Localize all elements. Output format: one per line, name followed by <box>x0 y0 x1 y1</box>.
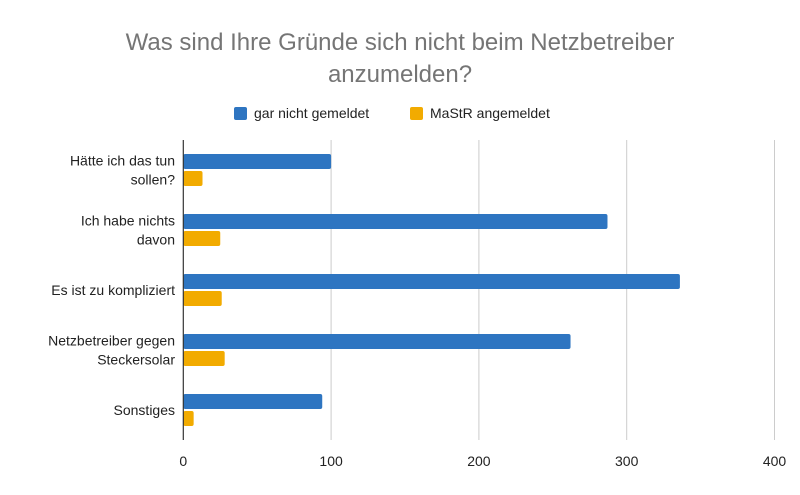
bar-mastr-angemeldet <box>183 351 225 366</box>
bar-gar-nicht-gemeldet <box>183 334 571 349</box>
legend-label-mastr-angemeldet: MaStR angemeldet <box>430 105 550 121</box>
x-tick-label: 300 <box>615 453 639 469</box>
bar-gar-nicht-gemeldet <box>183 214 608 229</box>
bar-gar-nicht-gemeldet <box>183 394 323 409</box>
bars <box>183 154 680 426</box>
x-tick-labels: 0 100 200 300 400 <box>179 453 786 469</box>
chart-title-line-1: Was sind Ihre Gründe sich nicht beim Net… <box>126 29 675 56</box>
x-tick-label: 200 <box>467 453 491 469</box>
bar-gar-nicht-gemeldet <box>183 274 680 289</box>
category-label: Sonstiges <box>114 402 175 418</box>
x-tick-label: 400 <box>763 453 787 469</box>
legend-label-gar-nicht-gemeldet: gar nicht gemeldet <box>254 105 369 121</box>
bar-mastr-angemeldet <box>183 231 221 246</box>
bar-mastr-angemeldet <box>183 411 194 426</box>
category-label: Hätte ich das tun <box>70 153 175 169</box>
category-label: Ich habe nichts <box>81 213 175 229</box>
category-label: Es ist zu kompliziert <box>51 282 175 298</box>
bar-mastr-angemeldet <box>183 171 203 186</box>
legend: gar nicht gemeldet MaStR angemeldet <box>234 105 550 121</box>
category-label: Steckersolar <box>97 352 175 368</box>
x-tick-label: 0 <box>179 453 187 469</box>
category-label: sollen? <box>131 172 176 188</box>
bar-gar-nicht-gemeldet <box>183 154 332 169</box>
gridlines <box>330 140 775 440</box>
chart-title-line-2: anzumelden? <box>328 61 472 88</box>
x-tick-label: 100 <box>319 453 343 469</box>
legend-swatch-mastr-angemeldet <box>410 107 423 120</box>
category-labels: Hätte ich das tun sollen? Ich habe nichts d… <box>48 153 175 419</box>
legend-swatch-gar-nicht-gemeldet <box>234 107 247 120</box>
category-label: Netzbetreiber gegen <box>48 333 175 349</box>
category-label: davon <box>137 232 175 248</box>
bar-mastr-angemeldet <box>183 291 222 306</box>
